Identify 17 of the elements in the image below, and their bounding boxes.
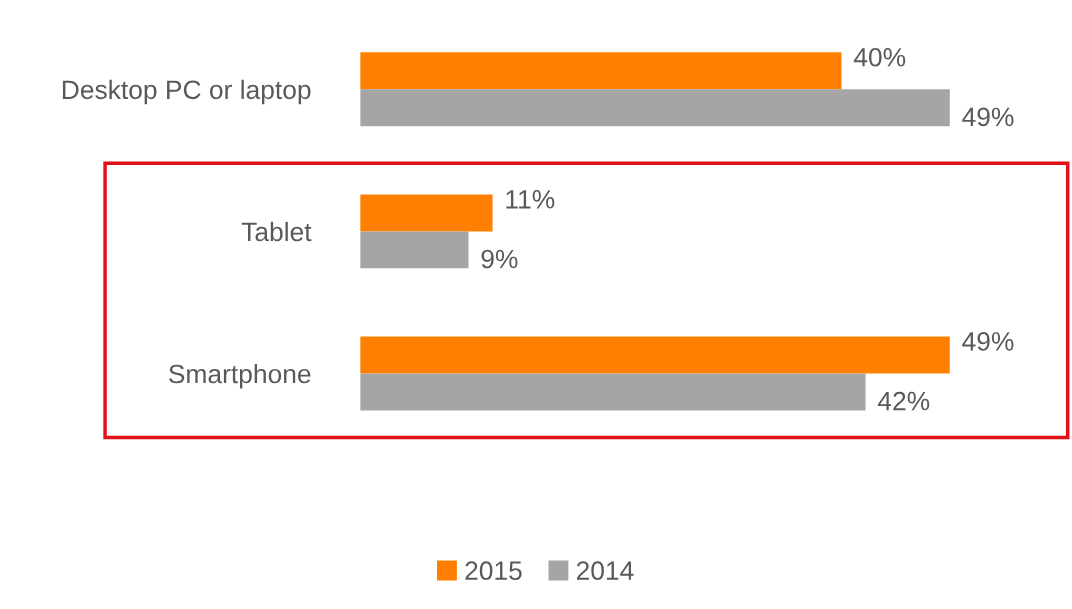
bar	[360, 52, 842, 90]
data-label: 40%	[853, 47, 906, 67]
bar	[360, 231, 469, 269]
bar	[360, 89, 950, 127]
bar	[360, 336, 950, 374]
data-label: 11%	[506, 190, 555, 209]
data-label: 42%	[877, 391, 930, 411]
bar	[360, 194, 493, 232]
legend-label: 2014	[576, 561, 634, 581]
data-label: 49%	[962, 332, 1014, 351]
data-label: 49%	[962, 107, 1014, 127]
legend-label: 2015	[465, 561, 522, 581]
bar	[360, 373, 866, 411]
y-tick-label: Desktop PC or laptop	[62, 79, 311, 105]
y-tick-label: Tablet	[241, 221, 312, 242]
y-tick-label: Smartphone	[169, 363, 311, 389]
data-label: 9%	[481, 249, 518, 269]
